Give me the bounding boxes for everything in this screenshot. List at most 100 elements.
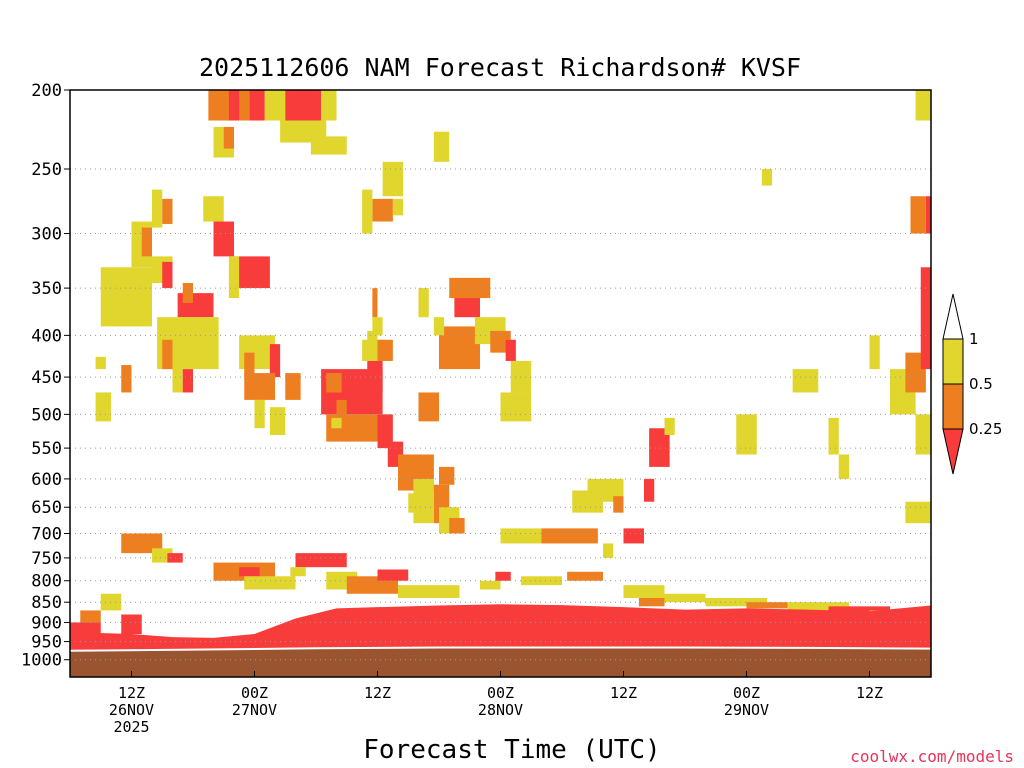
credit-link[interactable]: coolwx.com/models — [850, 747, 1014, 766]
heatmap-cell-108 — [290, 567, 306, 577]
heatmap-cell-29 — [172, 360, 183, 393]
ytick-label-750: 750 — [31, 549, 62, 569]
heatmap-cell-77 — [649, 428, 670, 467]
heatmap-cell-18 — [141, 227, 152, 257]
heatmap-cell-52 — [377, 414, 393, 449]
heatmap-cell-10 — [382, 161, 404, 197]
ytick-label-200: 200 — [31, 81, 62, 101]
heatmap-cell-51 — [367, 360, 383, 393]
heatmap-cell-19 — [213, 221, 234, 257]
heatmap-cell-1 — [228, 90, 240, 121]
heatmap-cell-83 — [792, 369, 819, 393]
heatmap-cell-44 — [372, 288, 378, 318]
heatmap-cell-36 — [269, 344, 281, 378]
heatmap-cell-12 — [362, 189, 373, 234]
heatmap-cell-7 — [310, 136, 347, 155]
ytick-label-850: 850 — [31, 593, 62, 613]
heatmap-cell-123 — [828, 606, 890, 613]
heatmap-cell-35 — [244, 352, 255, 378]
ytick-label-450: 450 — [31, 368, 62, 388]
heatmap-cell-121 — [746, 602, 788, 609]
heatmap-cell-92 — [910, 196, 926, 234]
heatmap-cell-30 — [182, 369, 193, 393]
heatmap-cell-80 — [613, 496, 624, 513]
heatmap-cell-13 — [392, 198, 404, 216]
heatmap-cell-82 — [736, 414, 757, 455]
heatmap-cell-9 — [223, 126, 234, 149]
heatmap-cell-96 — [433, 131, 450, 162]
heatmap-cell-37 — [244, 373, 275, 400]
heatmap-cell-38 — [285, 373, 301, 400]
heatmap-cell-43 — [367, 330, 378, 345]
heatmap-cell-3 — [264, 90, 286, 121]
chart-title: 2025112606 NAM Forecast Richardson# KVSF — [199, 53, 801, 82]
legend-swatch-orange — [942, 383, 964, 430]
heatmap-cell-78 — [664, 417, 675, 435]
heatmap-cell-81 — [603, 543, 614, 558]
heatmap-cell-22 — [100, 267, 152, 327]
heatmap-cell-24 — [162, 261, 173, 289]
y-axis-ticks: 200 250 300 350 400 450 500 550 600 650 700 750 8008… — [21, 81, 70, 671]
heatmap-cell-105 — [239, 567, 260, 577]
heatmap-cell-79 — [644, 478, 655, 502]
heatmap-cell-32 — [95, 392, 111, 422]
legend-label-0.25: 0.25 — [969, 420, 1002, 438]
heatmap-cell-70 — [433, 317, 445, 336]
heatmap-cell-5 — [321, 90, 337, 121]
ytick-label-650: 650 — [31, 498, 62, 518]
heatmap-cell-39 — [254, 399, 265, 429]
xtick-label-54-1: 12Z — [610, 684, 637, 702]
heatmap-cell-75 — [587, 478, 624, 502]
heatmap-cell-71 — [418, 392, 439, 422]
heatmap-cell-112 — [398, 585, 460, 599]
heatmap-cell-95 — [761, 168, 773, 186]
heatmap-cell-76 — [623, 528, 644, 544]
heatmap-cell-33 — [95, 356, 106, 370]
ground-fill — [69, 646, 932, 677]
ground-area — [70, 647, 931, 677]
heatmap-cell-94 — [905, 501, 931, 524]
x-axis-label: Forecast Time (UTC) — [363, 735, 660, 765]
heatmap-cell-90 — [920, 267, 931, 370]
heatmap-cell-98 — [80, 610, 101, 623]
heatmap-cell-118 — [638, 598, 665, 607]
ytick-label-350: 350 — [31, 279, 62, 299]
ytick-label-950: 950 — [31, 633, 62, 653]
xtick-label-18-1: 00Z — [241, 684, 268, 702]
heatmap-cell-73 — [500, 528, 542, 544]
heatmap-cell-84 — [828, 417, 839, 455]
xtick-label-18-2: 27NOV — [232, 701, 277, 719]
ytick-label-550: 550 — [31, 439, 62, 459]
heatmap-cell-59 — [408, 493, 419, 513]
heatmap-cell-106 — [244, 576, 296, 590]
heatmap-cell-20 — [234, 256, 270, 289]
heatmap-cell-2 — [249, 90, 265, 121]
ytick-label-800: 800 — [31, 572, 62, 592]
heatmap-cell-107 — [295, 553, 347, 568]
heatmap-cell-66 — [505, 339, 516, 361]
heatmap-cell-89 — [915, 414, 931, 455]
xtick-label-30-1: 12Z — [364, 684, 391, 702]
heatmap-cell-120 — [705, 598, 767, 607]
heatmap-cell-31 — [121, 365, 132, 393]
legend-arrow-top — [942, 293, 964, 340]
heatmap-cell-4 — [285, 90, 322, 121]
heatmap-cell-49 — [336, 399, 347, 415]
ytick-label-700: 700 — [31, 524, 62, 544]
heatmap-cell-11 — [372, 198, 393, 222]
heatmap-cell-85 — [869, 335, 880, 370]
pressure-gridlines — [70, 168, 931, 661]
xtick-label-42-2: 28NOV — [478, 701, 523, 719]
heatmap-cell-111 — [377, 569, 409, 581]
heatmap-cell-117 — [623, 585, 665, 599]
heatmap-cell-45 — [372, 317, 383, 336]
heatmap-cell-50 — [331, 417, 342, 429]
heatmap-cell-91 — [925, 196, 931, 234]
heatmap-cell-21 — [228, 256, 240, 299]
heatmap-cell-40 — [269, 407, 286, 435]
legend-label-1: 1 — [969, 330, 979, 348]
heatmap-cell-100 — [121, 614, 142, 635]
xtick-label-6-3: 2025 — [113, 718, 149, 736]
heatmap-cell-26 — [182, 283, 193, 303]
